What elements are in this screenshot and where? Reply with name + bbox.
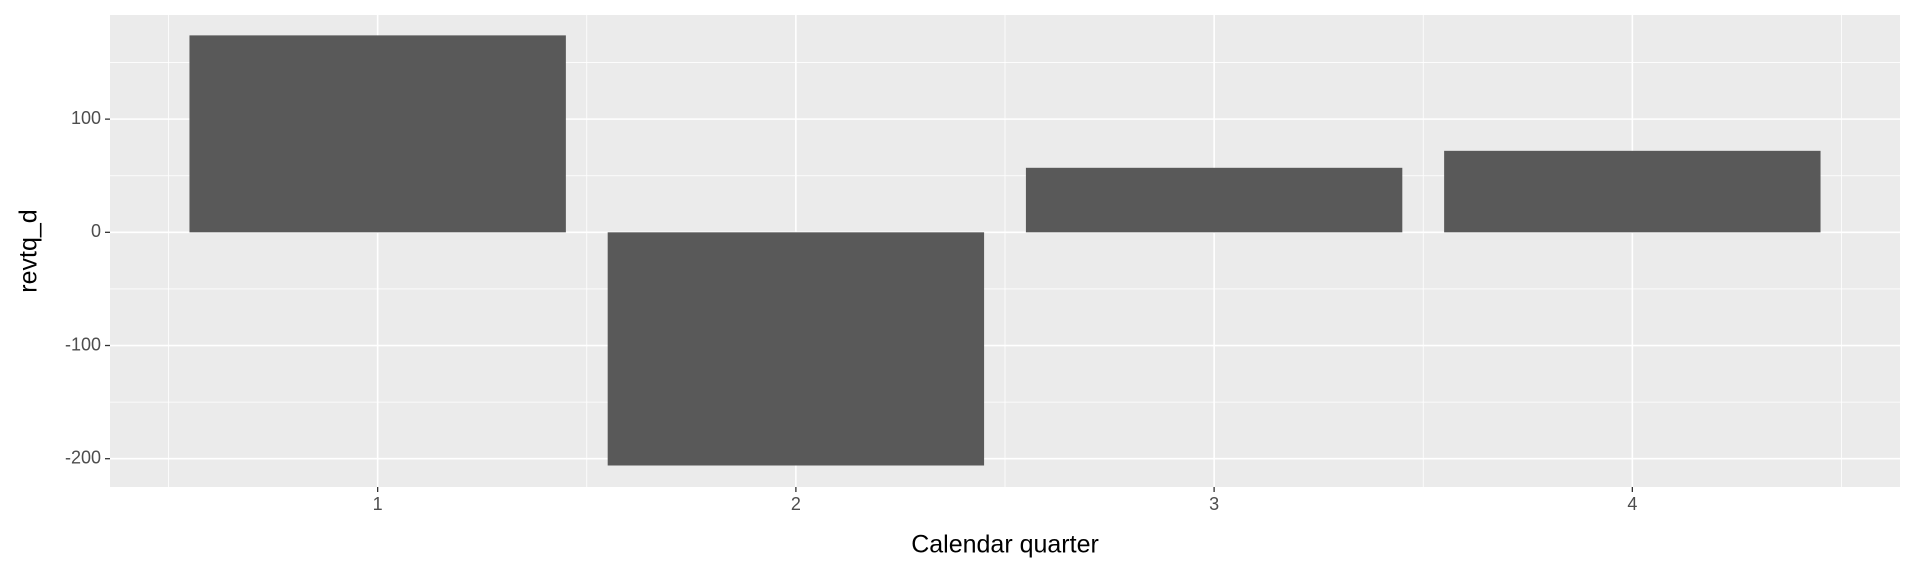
x-tick-label: 2 <box>791 494 801 514</box>
bar <box>607 232 985 466</box>
x-tick-label: 1 <box>373 494 383 514</box>
y-tick-label: -200 <box>65 447 101 467</box>
x-axis-title: Calendar quarter <box>911 531 1099 559</box>
y-axis-title: revtq_d <box>15 209 43 292</box>
y-tick-label: -100 <box>65 334 101 354</box>
bar <box>1025 167 1403 233</box>
x-tick-label: 4 <box>1627 494 1637 514</box>
bar <box>1444 150 1821 233</box>
bar <box>189 35 566 233</box>
y-tick-label: 100 <box>71 108 101 128</box>
y-tick-label: 0 <box>91 221 101 241</box>
x-tick-label: 3 <box>1209 494 1219 514</box>
